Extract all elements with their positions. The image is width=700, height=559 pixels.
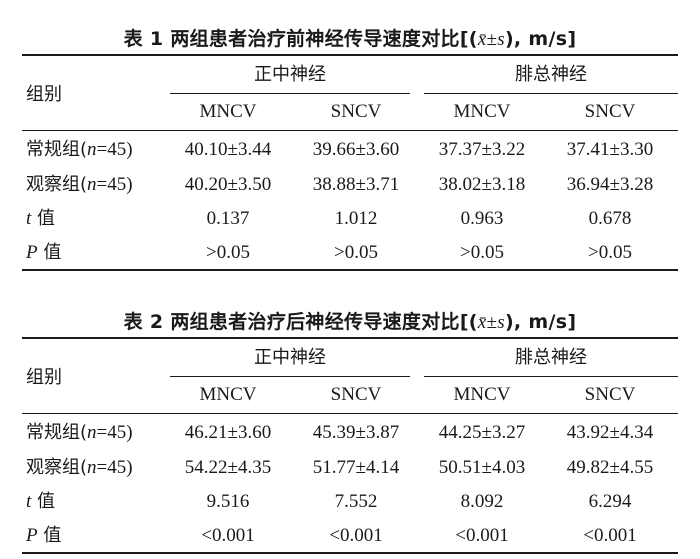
col-sncv-peroneal: SNCV [584,101,636,122]
row-label-c: 值 [31,208,56,229]
row-label-a: 观察组( [26,174,88,195]
row-label-c: =45) [96,457,133,478]
cell: 40.10±3.44 [184,139,272,160]
top-rule [22,337,678,339]
group-header: 组别 [26,84,62,105]
cell: <0.001 [329,525,383,546]
row-label: 常规组(n=45) [26,420,133,446]
row-label: 观察组(n=45) [26,172,133,198]
peroneal-nerve-underline [424,376,678,377]
row-label-b: P [26,242,38,263]
cell: 54.22±4.35 [184,457,272,478]
cell: 44.25±3.27 [438,422,526,443]
row-label-b: P [26,525,38,546]
cell: 43.92±4.34 [566,422,654,443]
row-label-c: 值 [31,491,56,512]
median-nerve-underline [170,376,410,377]
col-mncv-median: MNCV [199,384,257,405]
peroneal-nerve-header: 腓总神经 [515,347,587,368]
row-label: P 值 [26,523,61,549]
cell: >0.05 [460,242,504,263]
cell: >0.05 [334,242,378,263]
caption-suffix: ), m/s] [504,28,577,50]
cell: 37.41±3.30 [566,139,654,160]
table-1-caption: 表 1 两组患者治疗前神经传导速度对比[(x̄±s), m/s] [0,26,700,53]
cell: 49.82±4.55 [566,457,654,478]
row-label-c: =45) [96,422,133,443]
row-label-a: 常规组( [26,422,88,443]
col-sncv-median: SNCV [330,101,382,122]
cell: 38.02±3.18 [438,174,526,195]
header-bottom-rule [22,413,678,414]
row-label: t 值 [26,489,55,515]
caption-suffix: ), m/s] [504,311,577,333]
row-label-c: 值 [37,242,62,263]
cell: 51.77±4.14 [312,457,400,478]
table-2-caption: 表 2 两组患者治疗后神经传导速度对比[(x̄±s), m/s] [0,309,700,336]
cell: 6.294 [588,491,632,512]
group-header: 组别 [26,367,62,388]
cell: 45.39±3.87 [312,422,400,443]
caption-prefix: 表 1 两组患者治疗前神经传导速度对比[( [123,28,478,50]
cell: 1.012 [334,208,378,229]
cell: 0.678 [588,208,632,229]
median-nerve-underline [170,93,410,94]
row-label-a: 观察组( [26,457,88,478]
cell: 36.94±3.28 [566,174,654,195]
header-bottom-rule [22,130,678,131]
cell: 46.21±3.60 [184,422,272,443]
row-label: 常规组(n=45) [26,137,133,163]
cell: 40.20±3.50 [184,174,272,195]
peroneal-nerve-header: 腓总神经 [515,64,587,85]
row-label-c: =45) [96,139,133,160]
col-sncv-peroneal: SNCV [584,384,636,405]
cell: 37.37±3.22 [438,139,526,160]
cell: <0.001 [201,525,255,546]
cell: >0.05 [588,242,632,263]
row-label-b: n [87,139,97,160]
row-label-b: n [87,174,97,195]
row-label: t 值 [26,206,55,232]
cell: 7.552 [334,491,378,512]
cell: 8.092 [460,491,504,512]
caption-stat: x̄±s [477,312,505,333]
cell: 50.51±4.03 [438,457,526,478]
row-label-b: n [87,457,97,478]
bottom-rule [22,269,678,271]
cell: <0.001 [583,525,637,546]
peroneal-nerve-underline [424,93,678,94]
row-label-c: =45) [96,174,133,195]
row-label-a: 常规组( [26,139,88,160]
cell: <0.001 [455,525,509,546]
row-label: P 值 [26,240,61,266]
col-mncv-median: MNCV [199,101,257,122]
cell: 9.516 [206,491,250,512]
caption-prefix: 表 2 两组患者治疗后神经传导速度对比[( [123,311,478,333]
row-label-b: t [26,208,32,229]
top-rule [22,54,678,56]
median-nerve-header: 正中神经 [254,64,326,85]
cell: 38.88±3.71 [312,174,400,195]
cell: 0.137 [206,208,250,229]
bottom-rule [22,552,678,554]
cell: >0.05 [206,242,250,263]
col-mncv-peroneal: MNCV [453,384,511,405]
row-label: 观察组(n=45) [26,455,133,481]
median-nerve-header: 正中神经 [254,347,326,368]
row-label-c: 值 [37,525,62,546]
cell: 39.66±3.60 [312,139,400,160]
col-sncv-median: SNCV [330,384,382,405]
row-label-b: t [26,491,32,512]
col-mncv-peroneal: MNCV [453,101,511,122]
cell: 0.963 [460,208,504,229]
row-label-b: n [87,422,97,443]
caption-stat: x̄±s [477,29,505,50]
